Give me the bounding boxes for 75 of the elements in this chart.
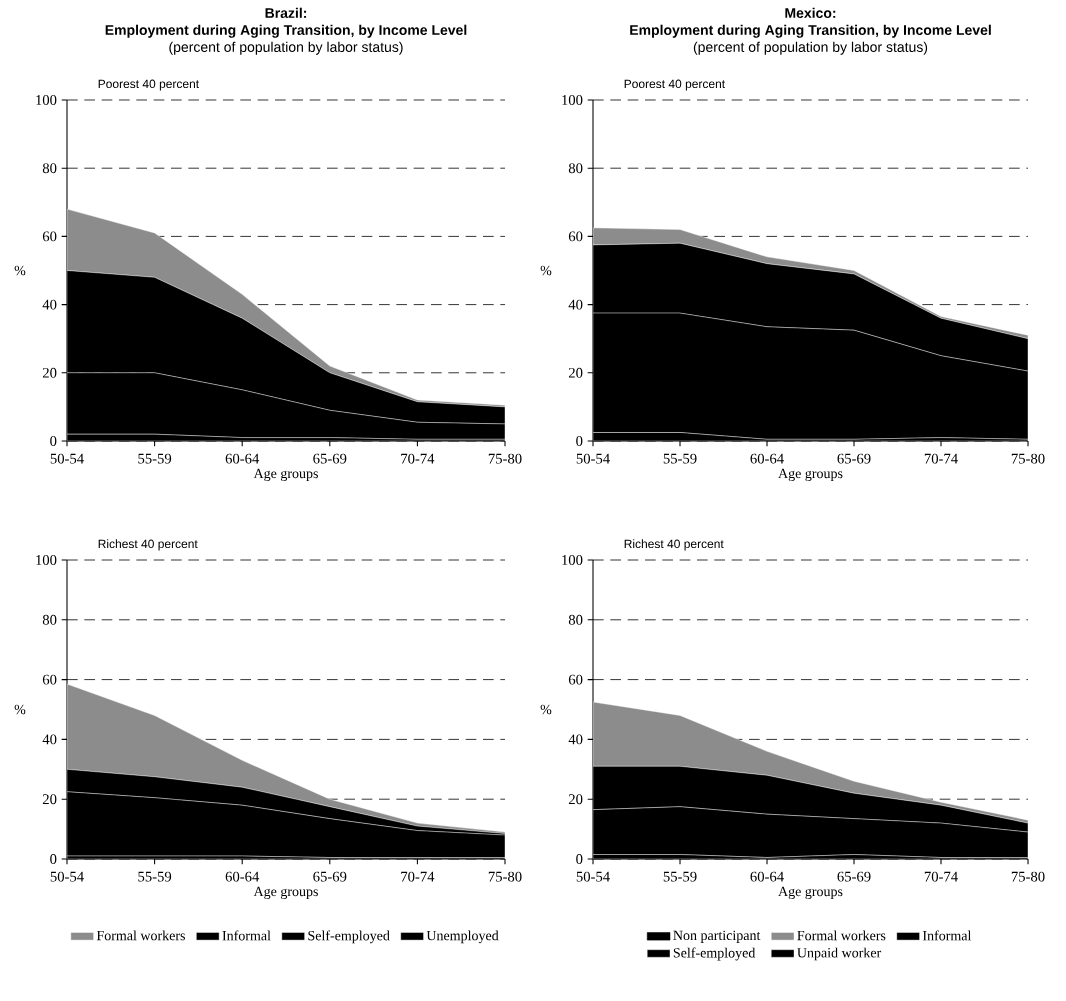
chart-title: Brazil: [265, 7, 307, 18]
text: (percent of population by labor status) [693, 41, 928, 55]
y-tick-label: 80 [568, 614, 583, 625]
x-axis-title: Age groups [253, 886, 318, 900]
legend-label: Informal [222, 930, 271, 941]
y-tick-label: 0 [576, 436, 583, 446]
x-tick-label: 55-59 [138, 453, 172, 464]
x-tick-label: 50-54 [50, 871, 84, 882]
legend-label: Informal [922, 930, 972, 941]
y-axis-title: % [14, 265, 26, 276]
y-tick-label: 100 [562, 95, 583, 105]
x-tick-label: 50-54 [50, 453, 84, 464]
y-tick-label: 80 [568, 163, 583, 174]
y-tick-label: 20 [42, 367, 57, 378]
x-tick-label: 65-69 [837, 871, 871, 882]
x-axis-title: Age groups [778, 886, 843, 900]
y-axis-title: % [540, 265, 552, 276]
y-axis-title: % [540, 704, 552, 715]
chart-subtitle: Employment during Aging Transition, by Income Level [105, 24, 467, 38]
y-tick-label: 60 [42, 674, 57, 685]
x-tick-label: 75-80 [488, 453, 522, 464]
x-tick-label: 50-54 [576, 871, 610, 882]
x-tick-label: 55-59 [663, 871, 697, 882]
x-tick-label: 70-74 [924, 453, 958, 464]
legend-label: Formal workers [797, 930, 886, 941]
y-tick-label: 40 [568, 734, 583, 745]
x-tick-label: 75-80 [488, 871, 522, 882]
legend-label: Formal workers [96, 930, 185, 941]
legend-label: Unpaid worker [797, 947, 882, 961]
x-tick-label: 55-59 [138, 871, 172, 882]
text: (percent of population by labor status) [169, 41, 403, 55]
x-tick-label: 70-74 [924, 871, 958, 882]
legend-label: Self-employed [308, 930, 390, 944]
y-tick-label: 0 [50, 854, 57, 864]
text: Richest 40 percent [624, 539, 724, 551]
x-tick-label: 65-69 [837, 453, 871, 464]
legend-label: Self-employed [673, 947, 756, 961]
text: Richest 40 percent [98, 539, 198, 551]
y-tick-label: 0 [576, 854, 583, 864]
y-tick-label: 80 [42, 163, 57, 174]
y-tick-label: 40 [42, 299, 57, 310]
x-tick-label: 60-64 [750, 871, 784, 882]
x-tick-label: 70-74 [401, 453, 435, 464]
x-tick-label: 60-64 [225, 453, 260, 464]
x-axis-title: Age groups [778, 468, 843, 482]
x-axis-title: Age groups [253, 468, 318, 482]
x-tick-label: 75-80 [1011, 871, 1045, 882]
y-tick-label: 100 [562, 555, 583, 565]
x-tick-label: 60-64 [225, 871, 260, 882]
y-tick-label: 20 [568, 794, 583, 805]
x-tick-label: 75-80 [1011, 453, 1045, 464]
x-tick-label: 50-54 [576, 453, 610, 464]
y-tick-label: 20 [42, 794, 57, 805]
y-axis-title: % [14, 704, 26, 715]
text: Poorest 40 percent [98, 79, 199, 91]
x-tick-label: 70-74 [401, 871, 435, 882]
y-tick-label: 100 [36, 95, 57, 105]
x-tick-label: 65-69 [313, 453, 347, 464]
y-tick-label: 40 [42, 734, 57, 745]
y-tick-label: 60 [568, 231, 583, 242]
y-tick-label: 60 [42, 231, 57, 242]
y-tick-label: 0 [50, 436, 57, 446]
text: Poorest 40 percent [624, 79, 725, 91]
chart-subtitle: Employment during Aging Transition, by Income Level [630, 24, 991, 38]
y-tick-label: 20 [568, 367, 583, 378]
y-tick-label: 80 [42, 614, 57, 625]
legend-label: Unemployed [426, 930, 499, 944]
y-tick-label: 100 [36, 555, 57, 565]
legend-label: Non participant [673, 930, 761, 943]
y-tick-label: 40 [568, 299, 583, 310]
chart-title: Mexico: [785, 7, 836, 18]
x-tick-label: 60-64 [750, 453, 784, 464]
x-tick-label: 65-69 [313, 871, 347, 882]
x-tick-label: 55-59 [663, 453, 697, 464]
y-tick-label: 60 [568, 674, 583, 685]
